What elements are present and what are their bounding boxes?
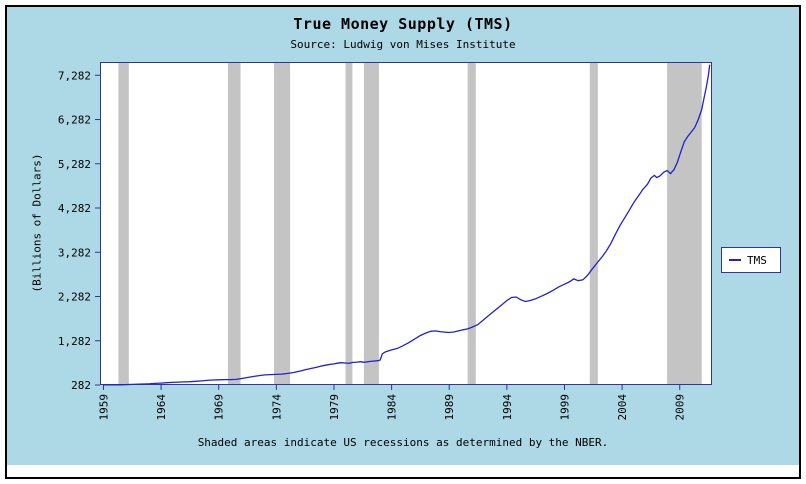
y-tick-label: 2,282	[58, 291, 91, 304]
y-axis-title: (Billions of Dollars)	[30, 153, 44, 293]
tms-line	[103, 64, 711, 386]
y-tick-label: 3,282	[58, 246, 91, 259]
chart-subtitle: Source: Ludwig von Mises Institute	[290, 38, 516, 51]
chart-frame: True Money Supply (TMS) Source: Ludwig v…	[5, 5, 801, 479]
legend: TMS	[721, 247, 781, 273]
x-tick-label: 1969	[213, 394, 226, 421]
recession-band	[345, 62, 353, 385]
chart-title: True Money Supply (TMS)	[293, 15, 513, 33]
recession-band	[363, 62, 379, 385]
y-tick-label: 7,282	[58, 69, 91, 82]
y-tick-label: 1,282	[58, 335, 91, 348]
recession-band	[467, 62, 476, 385]
x-tick-label: 1959	[97, 394, 110, 421]
recession-band	[274, 62, 291, 385]
recession-note: Shaded areas indicate US recessions as d…	[197, 436, 609, 449]
y-tick-label: 4,282	[58, 202, 91, 215]
y-tick-label: 6,282	[58, 114, 91, 127]
x-tick-label: 1994	[501, 394, 514, 421]
x-tick-label: 1984	[386, 394, 399, 421]
x-tick-label: 2009	[674, 394, 687, 421]
plot-area: 282 1,282 2,282 3,282 4,282 5,282 6,282 7,282 19…	[58, 62, 712, 421]
y-tick-label: 5,282	[58, 158, 91, 171]
x-tick-label: 1989	[443, 394, 456, 421]
x-tick-label: 1974	[270, 394, 283, 421]
recession-band	[118, 62, 129, 385]
tms-line-sample-icon	[729, 259, 741, 261]
recession-band	[589, 62, 598, 385]
recession-band	[227, 62, 241, 385]
x-tick-label: 2004	[616, 394, 629, 421]
plot-border	[100, 62, 712, 385]
chart-panel: True Money Supply (TMS) Source: Ludwig v…	[7, 7, 799, 465]
y-tick-label: 282	[71, 379, 91, 392]
x-tick-label: 1964	[155, 394, 168, 421]
x-tick-label: 1979	[328, 394, 341, 421]
recession-band	[667, 62, 702, 385]
plot-background	[100, 62, 712, 385]
legend-label: TMS	[747, 253, 767, 267]
x-tick-label: 1999	[558, 394, 571, 421]
